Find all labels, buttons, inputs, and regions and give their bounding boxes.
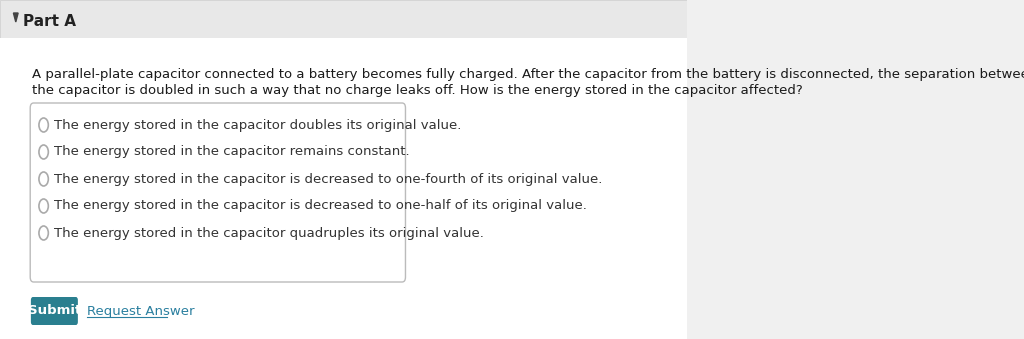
- FancyBboxPatch shape: [31, 297, 78, 325]
- Text: Submit: Submit: [28, 304, 81, 318]
- Text: The energy stored in the capacitor doubles its original value.: The energy stored in the capacitor doubl…: [53, 119, 461, 132]
- Text: the capacitor is doubled in such a way that no charge leaks off. How is the ener: the capacitor is doubled in such a way t…: [32, 84, 802, 97]
- FancyBboxPatch shape: [0, 0, 687, 38]
- Text: A parallel-plate capacitor connected to a battery becomes fully charged. After t: A parallel-plate capacitor connected to …: [32, 68, 1024, 81]
- Text: Part A: Part A: [24, 15, 77, 29]
- Circle shape: [39, 118, 48, 132]
- Circle shape: [39, 145, 48, 159]
- Circle shape: [39, 226, 48, 240]
- FancyBboxPatch shape: [31, 103, 406, 282]
- Text: Request Answer: Request Answer: [87, 304, 195, 318]
- Text: The energy stored in the capacitor quadruples its original value.: The energy stored in the capacitor quadr…: [53, 226, 483, 239]
- Text: The energy stored in the capacitor remains constant.: The energy stored in the capacitor remai…: [53, 145, 410, 159]
- Text: The energy stored in the capacitor is decreased to one-fourth of its original va: The energy stored in the capacitor is de…: [53, 173, 602, 185]
- Circle shape: [39, 199, 48, 213]
- Text: The energy stored in the capacitor is decreased to one-half of its original valu: The energy stored in the capacitor is de…: [53, 199, 587, 213]
- Polygon shape: [13, 13, 18, 22]
- FancyBboxPatch shape: [0, 38, 687, 339]
- Circle shape: [39, 172, 48, 186]
